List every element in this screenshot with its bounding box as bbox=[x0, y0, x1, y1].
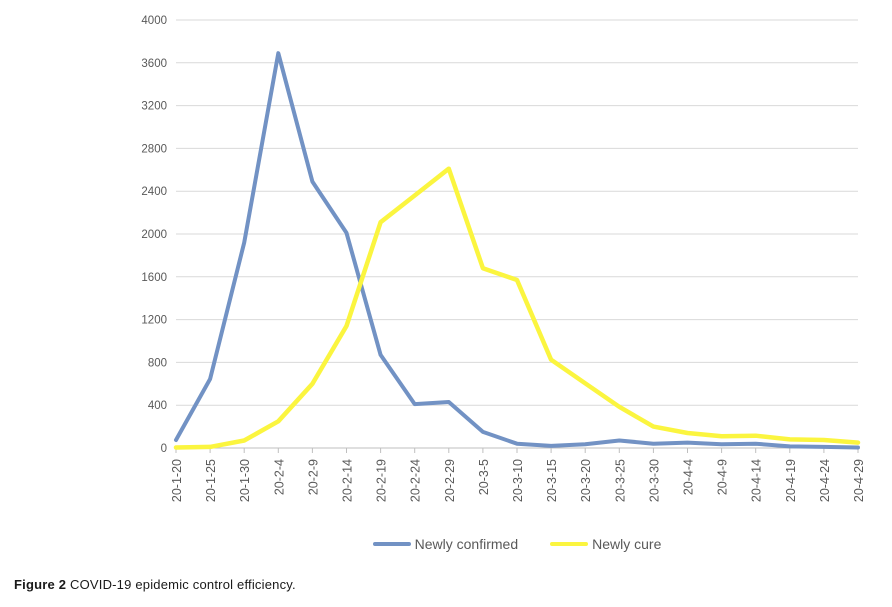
y-tick-label: 400 bbox=[148, 400, 167, 412]
y-tick-label: 4000 bbox=[141, 15, 167, 27]
x-tick-label: 20-3-15 bbox=[545, 459, 559, 502]
chart-canvas: 0 400 800 1200 1600 2000 2400 2800 3200 3600 4000 2… bbox=[141, 15, 866, 502]
chart-legend: Newly confirmed Newly cure bbox=[176, 536, 858, 552]
x-tick-label: 20-2-29 bbox=[443, 459, 457, 502]
legend-swatch-newly-cure bbox=[550, 542, 589, 546]
figure-caption: Figure 2 COVID-19 epidemic control effic… bbox=[14, 577, 296, 592]
legend-swatch-newly-confirmed bbox=[372, 542, 411, 546]
figure-caption-text: COVID-19 epidemic control efficiency. bbox=[66, 577, 296, 592]
y-tick-label: 2400 bbox=[141, 186, 167, 198]
x-tick-label: 20-4-24 bbox=[818, 459, 832, 502]
x-tick-label: 20-2-14 bbox=[341, 459, 355, 502]
y-tick-label: 3200 bbox=[141, 101, 167, 113]
line-chart: 0 400 800 1200 1600 2000 2400 2800 3200 3600 4000 2… bbox=[141, 15, 866, 502]
legend-item-newly-confirmed: Newly confirmed bbox=[372, 536, 519, 552]
y-tick-label: 1600 bbox=[141, 272, 167, 284]
x-tick-label: 20-4-9 bbox=[716, 459, 730, 495]
figure-caption-label: Figure 2 bbox=[14, 577, 67, 592]
x-tick-label: 20-3-20 bbox=[579, 459, 593, 502]
x-tick-label: 20-4-14 bbox=[750, 459, 764, 502]
y-tick-label: 3600 bbox=[141, 58, 167, 70]
x-tick-label: 20-4-29 bbox=[852, 459, 866, 502]
x-tick-label: 20-1-20 bbox=[170, 459, 184, 502]
series-line-newly-cure bbox=[173, 166, 861, 450]
series-line-newly-confirmed bbox=[174, 51, 860, 450]
legend-item-newly-cure: Newly cure bbox=[550, 536, 661, 552]
y-tick-label: 2000 bbox=[141, 229, 167, 241]
x-tick-label: 20-2-9 bbox=[306, 459, 320, 495]
y-tick-label: 2800 bbox=[141, 143, 167, 155]
y-tick-label: 800 bbox=[148, 357, 167, 369]
x-tick-label: 20-4-19 bbox=[784, 459, 798, 502]
x-tick-label: 20-4-4 bbox=[682, 459, 696, 495]
x-tick-label: 20-2-4 bbox=[272, 459, 286, 495]
y-tick-label: 0 bbox=[161, 443, 167, 455]
x-tick-label: 20-2-19 bbox=[375, 459, 389, 502]
legend-label-newly-confirmed: Newly confirmed bbox=[414, 536, 519, 552]
y-tick-label: 1200 bbox=[141, 315, 167, 327]
x-tick-label: 20-3-5 bbox=[477, 459, 491, 495]
x-tick-label: 20-3-25 bbox=[613, 459, 627, 502]
x-tick-label: 20-1-30 bbox=[238, 459, 252, 502]
x-tick-label: 20-1-25 bbox=[204, 459, 218, 502]
x-tick-label: 20-3-10 bbox=[511, 459, 525, 502]
x-tick-label: 20-3-30 bbox=[647, 459, 661, 502]
legend-label-newly-cure: Newly cure bbox=[592, 536, 662, 552]
x-tick-label: 20-2-24 bbox=[409, 459, 423, 502]
